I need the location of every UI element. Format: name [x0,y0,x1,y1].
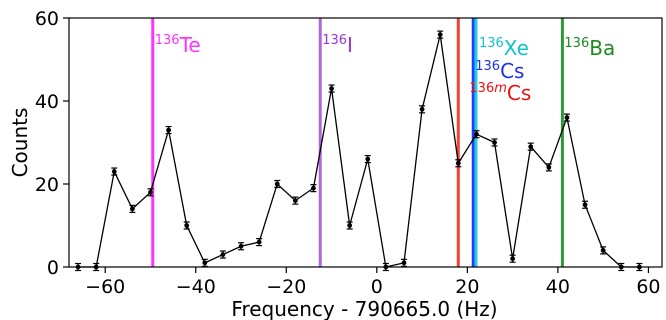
axes: −60 −40 −20 0 20 40 60 0 20 40 60 [35,8,663,298]
isotope-mass: 136 [322,33,347,48]
y-axis-title: Counts [8,108,32,178]
series-line [78,34,640,268]
data-point [510,256,516,262]
data-point [129,206,135,212]
data-point [292,198,298,204]
x-tick-label: −20 [266,276,306,298]
y-tick-label: 20 [35,174,59,196]
data-point [492,140,497,145]
data-point [202,260,208,266]
data-point [166,127,171,133]
data-point [474,131,479,137]
data-point [365,156,371,162]
isotope-element: Te [179,33,201,57]
x-axis-title: Frequency - 790665.0 (Hz) [231,297,497,320]
data-series [75,30,643,272]
isotope-state: m [494,81,507,96]
x-tick-label: 60 [636,276,660,298]
isotope-label-ba: 136Ba [564,36,615,60]
isotope-label-i: 136I [322,33,353,57]
isotope-mass: 136 [475,59,500,74]
data-point [111,169,117,174]
data-point [274,181,280,187]
x-tick-label: −60 [85,276,125,298]
data-point [437,32,443,37]
x-tick-label: 40 [546,276,570,298]
isotope-label-xe: 136Xe [479,36,529,60]
isotope-element: I [347,33,353,57]
data-point [148,189,153,195]
y-tick-label: 60 [35,8,59,30]
data-point [419,106,425,112]
isotope-mass: 136 [564,36,589,51]
x-tick-label: 0 [371,276,383,298]
isotope-marker-lines [151,18,564,267]
isotope-label-te: 136Te [155,33,201,57]
data-point [528,144,534,150]
isotope-element: Xe [504,36,529,60]
data-point [582,202,588,208]
y-tick-label: 0 [47,257,59,279]
data-point [600,248,606,253]
data-point [311,185,316,191]
data-point [564,115,570,120]
data-point [347,223,353,228]
y-tick-label: 40 [35,91,59,113]
isotope-mass: 136 [469,81,494,96]
data-point [546,165,552,170]
isotope-mass: 136 [479,36,504,51]
data-point [184,223,190,228]
data-point [256,239,262,245]
isotope-label-cs: 136Cs [475,59,524,83]
data-point [238,243,244,249]
data-point [401,260,407,266]
isotope-label-cs-m: 136mCs [469,81,531,105]
data-point [455,160,461,166]
data-point [220,252,226,257]
isotope-element: Cs [500,59,524,83]
x-tick-label: −40 [176,276,216,298]
isotope-mass: 136 [155,33,180,48]
isotope-element: Cs [507,81,531,105]
data-point [329,86,334,91]
x-tick-label: 20 [455,276,479,298]
plot-frame [68,17,663,268]
isotope-element: Ba [589,36,615,60]
